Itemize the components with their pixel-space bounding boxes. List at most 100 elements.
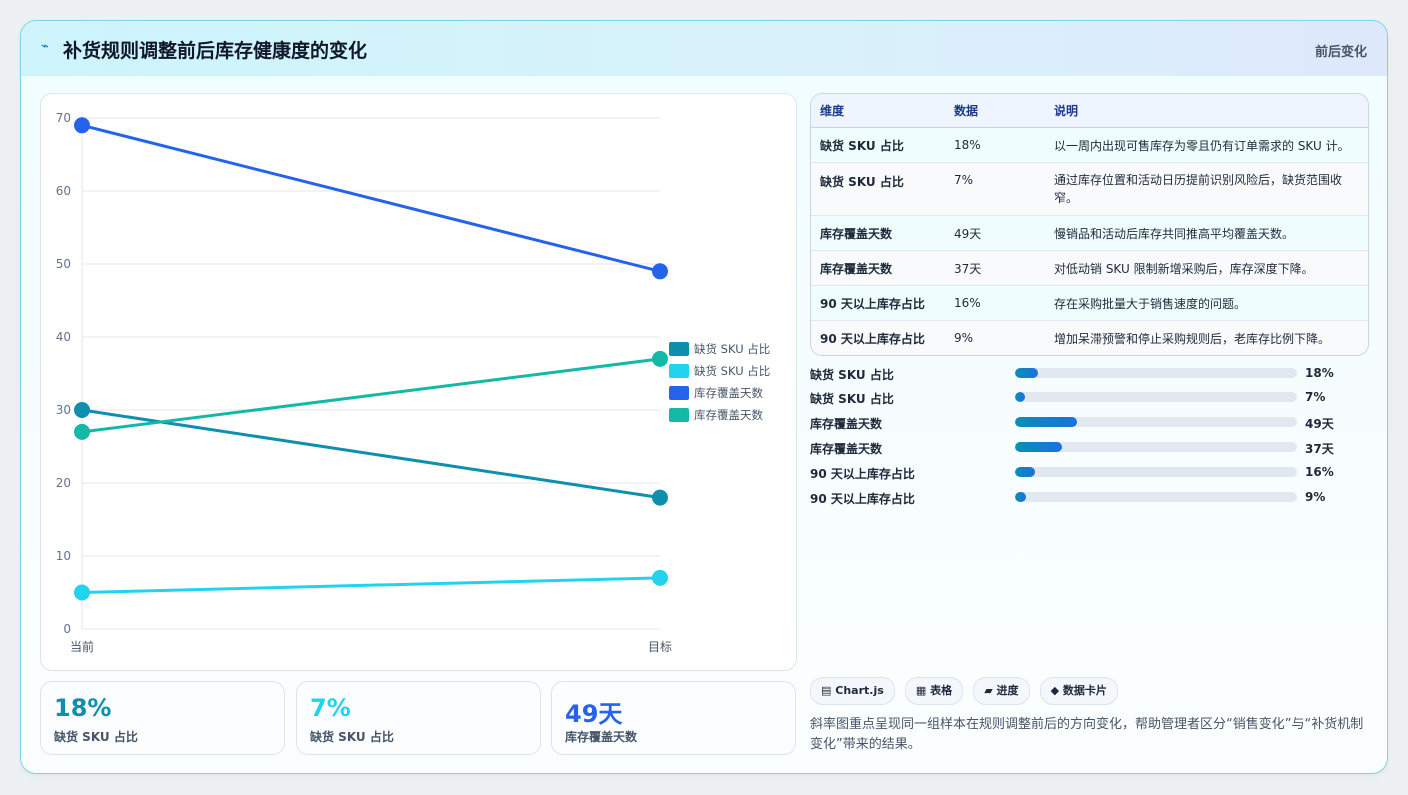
cell-value: 9% (945, 320, 1045, 355)
chip-label: 数据卡片 (1062, 684, 1107, 697)
data-point (74, 423, 90, 440)
y-tick-label: 10 (56, 549, 71, 563)
cell-description: 增加呆滞预警和停止采购规则后，老库存比例下降。 (1045, 320, 1368, 355)
cell-value: 7% (945, 162, 1045, 216)
kpi-card-2: 7% 缺货 SKU 占比 (296, 681, 541, 755)
progress-fill (1015, 467, 1035, 477)
cell-value: 18% (945, 127, 1045, 163)
y-tick-label: 0 (63, 622, 71, 636)
chart-icon: ▤ (821, 684, 832, 697)
x-tick-label: 当前 (70, 639, 94, 654)
chip-label: 进度 (996, 684, 1019, 697)
table-header-row: 维度 数据 说明 (811, 94, 1368, 128)
data-point (74, 402, 90, 418)
series-line (81, 408, 661, 500)
chip-label: 表格 (930, 684, 953, 697)
cell-dimension: 缺货 SKU 占比 (811, 127, 945, 163)
kpi-value: 49天 (565, 700, 623, 728)
progress-fill (1015, 492, 1027, 502)
progress-track (1015, 368, 1297, 378)
cell-dimension: 库存覆盖天数 (811, 215, 945, 251)
progress-row: 90 天以上库存占比 9% (810, 488, 1370, 508)
chip-progress[interactable]: ▰ 进度 (973, 677, 1030, 705)
progress-track (1015, 467, 1297, 477)
cell-description: 慢销品和活动后库存共同推高平均覆盖天数。 (1045, 215, 1368, 251)
table-row: 缺货 SKU 占比 18% 以一周内出现可售库存为零且仍有订单需求的 SKU 计… (811, 127, 1368, 163)
cell-value: 37天 (945, 250, 1045, 286)
column-header: 说明 (1045, 94, 1368, 128)
data-point (652, 263, 668, 280)
legend-swatch (669, 364, 689, 378)
cell-dimension: 90 天以上库存占比 (811, 320, 945, 355)
footnote: 斜率图重点呈现同一组样本在规则调整前后的方向变化，帮助管理者区分“销售变化”与“… (810, 717, 1364, 752)
cell-dimension: 库存覆盖天数 (811, 250, 945, 286)
table-row: 缺货 SKU 占比 7% 通过库存位置和活动日历提前识别风险后，缺货范围收窄。 (811, 162, 1368, 216)
data-point (652, 569, 668, 586)
progress-fill (1015, 442, 1062, 452)
header-tag: 前后变化 (1314, 45, 1367, 60)
cell-description: 通过库存位置和活动日历提前识别风险后，缺货范围收窄。 (1045, 162, 1368, 216)
chip-table[interactable]: ▦ 表格 (904, 677, 964, 705)
table-row: 90 天以上库存占比 9% 增加呆滞预警和停止采购规则后，老库存比例下降。 (811, 320, 1368, 355)
kpi-label: 缺货 SKU 占比 (310, 730, 394, 744)
progress-label: 库存覆盖天数 (810, 442, 883, 456)
progress-label: 90 天以上库存占比 (810, 467, 915, 481)
table-row: 库存覆盖天数 49天 慢销品和活动后库存共同推高平均覆盖天数。 (811, 215, 1368, 251)
series-line (81, 357, 661, 434)
kpi-label: 缺货 SKU 占比 (54, 730, 138, 744)
chip-chartjs[interactable]: ▤ Chart.js (810, 677, 895, 705)
progress-track (1015, 492, 1297, 502)
legend-label: 库存覆盖天数 (694, 408, 763, 422)
progress-value: 18% (1305, 366, 1334, 380)
progress-row: 缺货 SKU 占比 7% (810, 388, 1370, 408)
legend-label: 缺货 SKU 占比 (694, 364, 770, 378)
data-table: 维度 数据 说明 缺货 SKU 占比 18% 以一周内出现可售库存为零且仍有订单… (810, 93, 1369, 356)
progress-row: 90 天以上库存占比 16% (810, 463, 1370, 483)
progress-track (1015, 417, 1297, 427)
series-line (81, 123, 661, 273)
y-tick-label: 70 (56, 111, 71, 125)
kpi-card-3: 49天 库存覆盖天数 (551, 681, 796, 755)
chip-data-card[interactable]: ◆ 数据卡片 (1039, 677, 1118, 705)
tech-chips: ▤ Chart.js ▦ 表格 ▰ 进度 ◆ 数据卡片 (810, 677, 1123, 705)
progress-label: 缺货 SKU 占比 (810, 392, 894, 406)
kpi-value: 7% (310, 694, 351, 722)
progress-value: 9% (1305, 490, 1326, 504)
progress-track (1015, 442, 1297, 452)
column-header: 数据 (945, 94, 1045, 128)
progress-value: 49天 (1305, 417, 1334, 431)
progress-icon: ▰ (984, 684, 993, 697)
table-icon: ▦ (915, 684, 927, 697)
y-tick-label: 50 (56, 257, 71, 271)
x-tick-label: 目标 (648, 640, 672, 654)
y-tick-label: 40 (56, 330, 71, 344)
progress-value: 37天 (1305, 442, 1334, 456)
column-header: 维度 (811, 94, 945, 128)
progress-track (1015, 392, 1297, 402)
kpi-value: 18% (54, 694, 112, 722)
progress-fill (1015, 368, 1038, 378)
progress-value: 7% (1305, 390, 1326, 404)
data-point (74, 117, 90, 134)
legend-swatch (669, 386, 689, 400)
kpi-label: 库存覆盖天数 (565, 730, 638, 744)
card-header: ⌁ 补货规则调整前后库存健康度的变化 前后变化 (21, 21, 1387, 76)
data-point (652, 489, 668, 506)
legend-label: 库存覆盖天数 (694, 386, 763, 400)
progress-row: 库存覆盖天数 49天 (810, 413, 1370, 433)
cell-description: 以一周内出现可售库存为零且仍有订单需求的 SKU 计。 (1045, 127, 1368, 163)
progress-label: 缺货 SKU 占比 (810, 368, 894, 382)
series-line (81, 576, 661, 594)
progress-label: 90 天以上库存占比 (810, 492, 915, 506)
progress-row: 缺货 SKU 占比 18% (810, 364, 1370, 384)
y-tick-label: 60 (56, 184, 71, 198)
legend-label: 缺货 SKU 占比 (694, 342, 770, 356)
table-row: 库存覆盖天数 37天 对低动销 SKU 限制新增采购后，库存深度下降。 (811, 250, 1368, 286)
y-tick-label: 20 (56, 476, 71, 490)
chip-label: Chart.js (835, 684, 884, 697)
cell-value: 16% (945, 285, 1045, 321)
kpi-card-1: 18% 缺货 SKU 占比 (40, 681, 285, 755)
data-point (652, 350, 668, 367)
cell-dimension: 90 天以上库存占比 (811, 285, 945, 321)
